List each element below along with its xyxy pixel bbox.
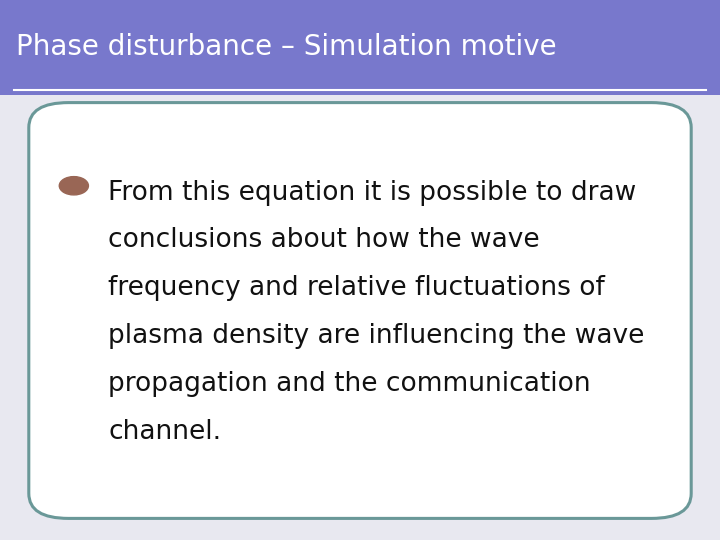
Text: plasma density are influencing the wave: plasma density are influencing the wave	[108, 323, 644, 349]
Text: conclusions about how the wave: conclusions about how the wave	[108, 227, 540, 253]
FancyBboxPatch shape	[29, 103, 691, 518]
Circle shape	[59, 177, 89, 195]
Text: Phase disturbance – Simulation motive: Phase disturbance – Simulation motive	[16, 33, 557, 61]
Text: channel.: channel.	[108, 418, 222, 444]
Text: frequency and relative fluctuations of: frequency and relative fluctuations of	[108, 275, 606, 301]
Text: propagation and the communication: propagation and the communication	[108, 371, 591, 397]
Text: From this equation it is possible to draw: From this equation it is possible to dra…	[108, 179, 636, 206]
